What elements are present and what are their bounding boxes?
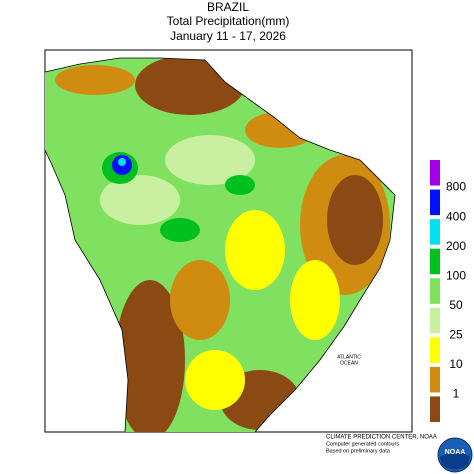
legend-label: 100 <box>446 268 466 282</box>
legend-swatch <box>430 307 440 334</box>
noaa-logo: NOAA <box>437 437 473 473</box>
legend-swatch <box>430 366 440 393</box>
legend-label: 200 <box>446 239 466 253</box>
ocean-label: OCEAN <box>340 360 358 366</box>
legend-label: 1 <box>453 387 460 401</box>
subtitle: Total Precipitation(mm) <box>167 14 290 28</box>
legend-label: 800 <box>446 180 466 194</box>
map: ATLANTIC OCEAN <box>44 49 413 433</box>
legend-label: 400 <box>446 209 466 223</box>
legend-swatch <box>430 278 440 304</box>
legend: 800 400 200 100 50 25 10 1 <box>430 160 466 422</box>
footer-line: Based on preliminary data <box>326 448 391 454</box>
legend-swatch <box>430 396 440 422</box>
legend-swatch <box>430 219 440 245</box>
legend-label: 25 <box>449 328 463 342</box>
footer-line: Computer generated contours <box>326 441 399 447</box>
coastline <box>44 57 396 433</box>
ocean-label: ATLANTIC <box>337 354 361 360</box>
legend-swatch <box>430 337 440 363</box>
legend-swatch <box>430 248 440 275</box>
legend-label: 10 <box>449 357 463 371</box>
legend-label: 50 <box>449 298 463 312</box>
date: January 11 - 17, 2026 <box>170 29 286 43</box>
legend-swatch <box>430 160 440 186</box>
footer-line: CLIMATE PREDICTION CENTER, NOAA <box>326 435 437 441</box>
logo-text: NOAA <box>445 449 466 456</box>
legend-swatch <box>430 189 440 216</box>
title: BRAZIL <box>207 0 249 14</box>
